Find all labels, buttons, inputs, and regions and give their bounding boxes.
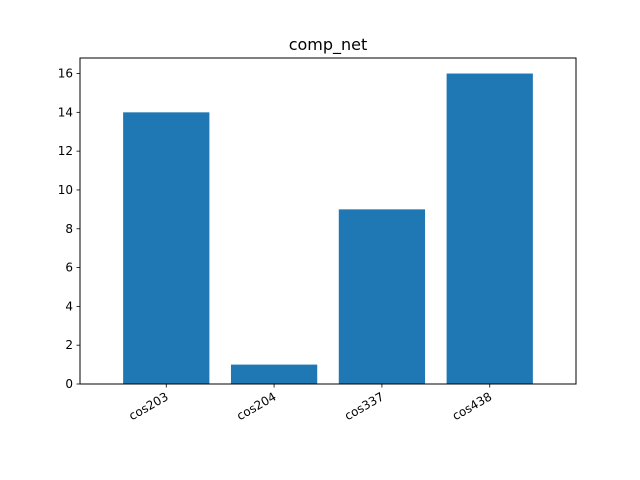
bar-cos438 [447, 74, 533, 384]
y-tick-label: 6 [65, 261, 73, 275]
y-tick-label: 0 [65, 377, 73, 391]
bar-cos204 [231, 365, 317, 384]
y-tick-label: 12 [58, 144, 73, 158]
bar-cos337 [339, 209, 425, 384]
y-tick-label: 10 [58, 183, 73, 197]
y-tick-label: 16 [58, 67, 73, 81]
chart-title: comp_net [289, 35, 368, 55]
y-tick-label: 8 [65, 222, 73, 236]
y-tick-label: 2 [65, 338, 73, 352]
y-tick-label: 14 [58, 105, 73, 119]
bar-cos203 [123, 112, 209, 384]
y-tick-label: 4 [65, 299, 73, 313]
